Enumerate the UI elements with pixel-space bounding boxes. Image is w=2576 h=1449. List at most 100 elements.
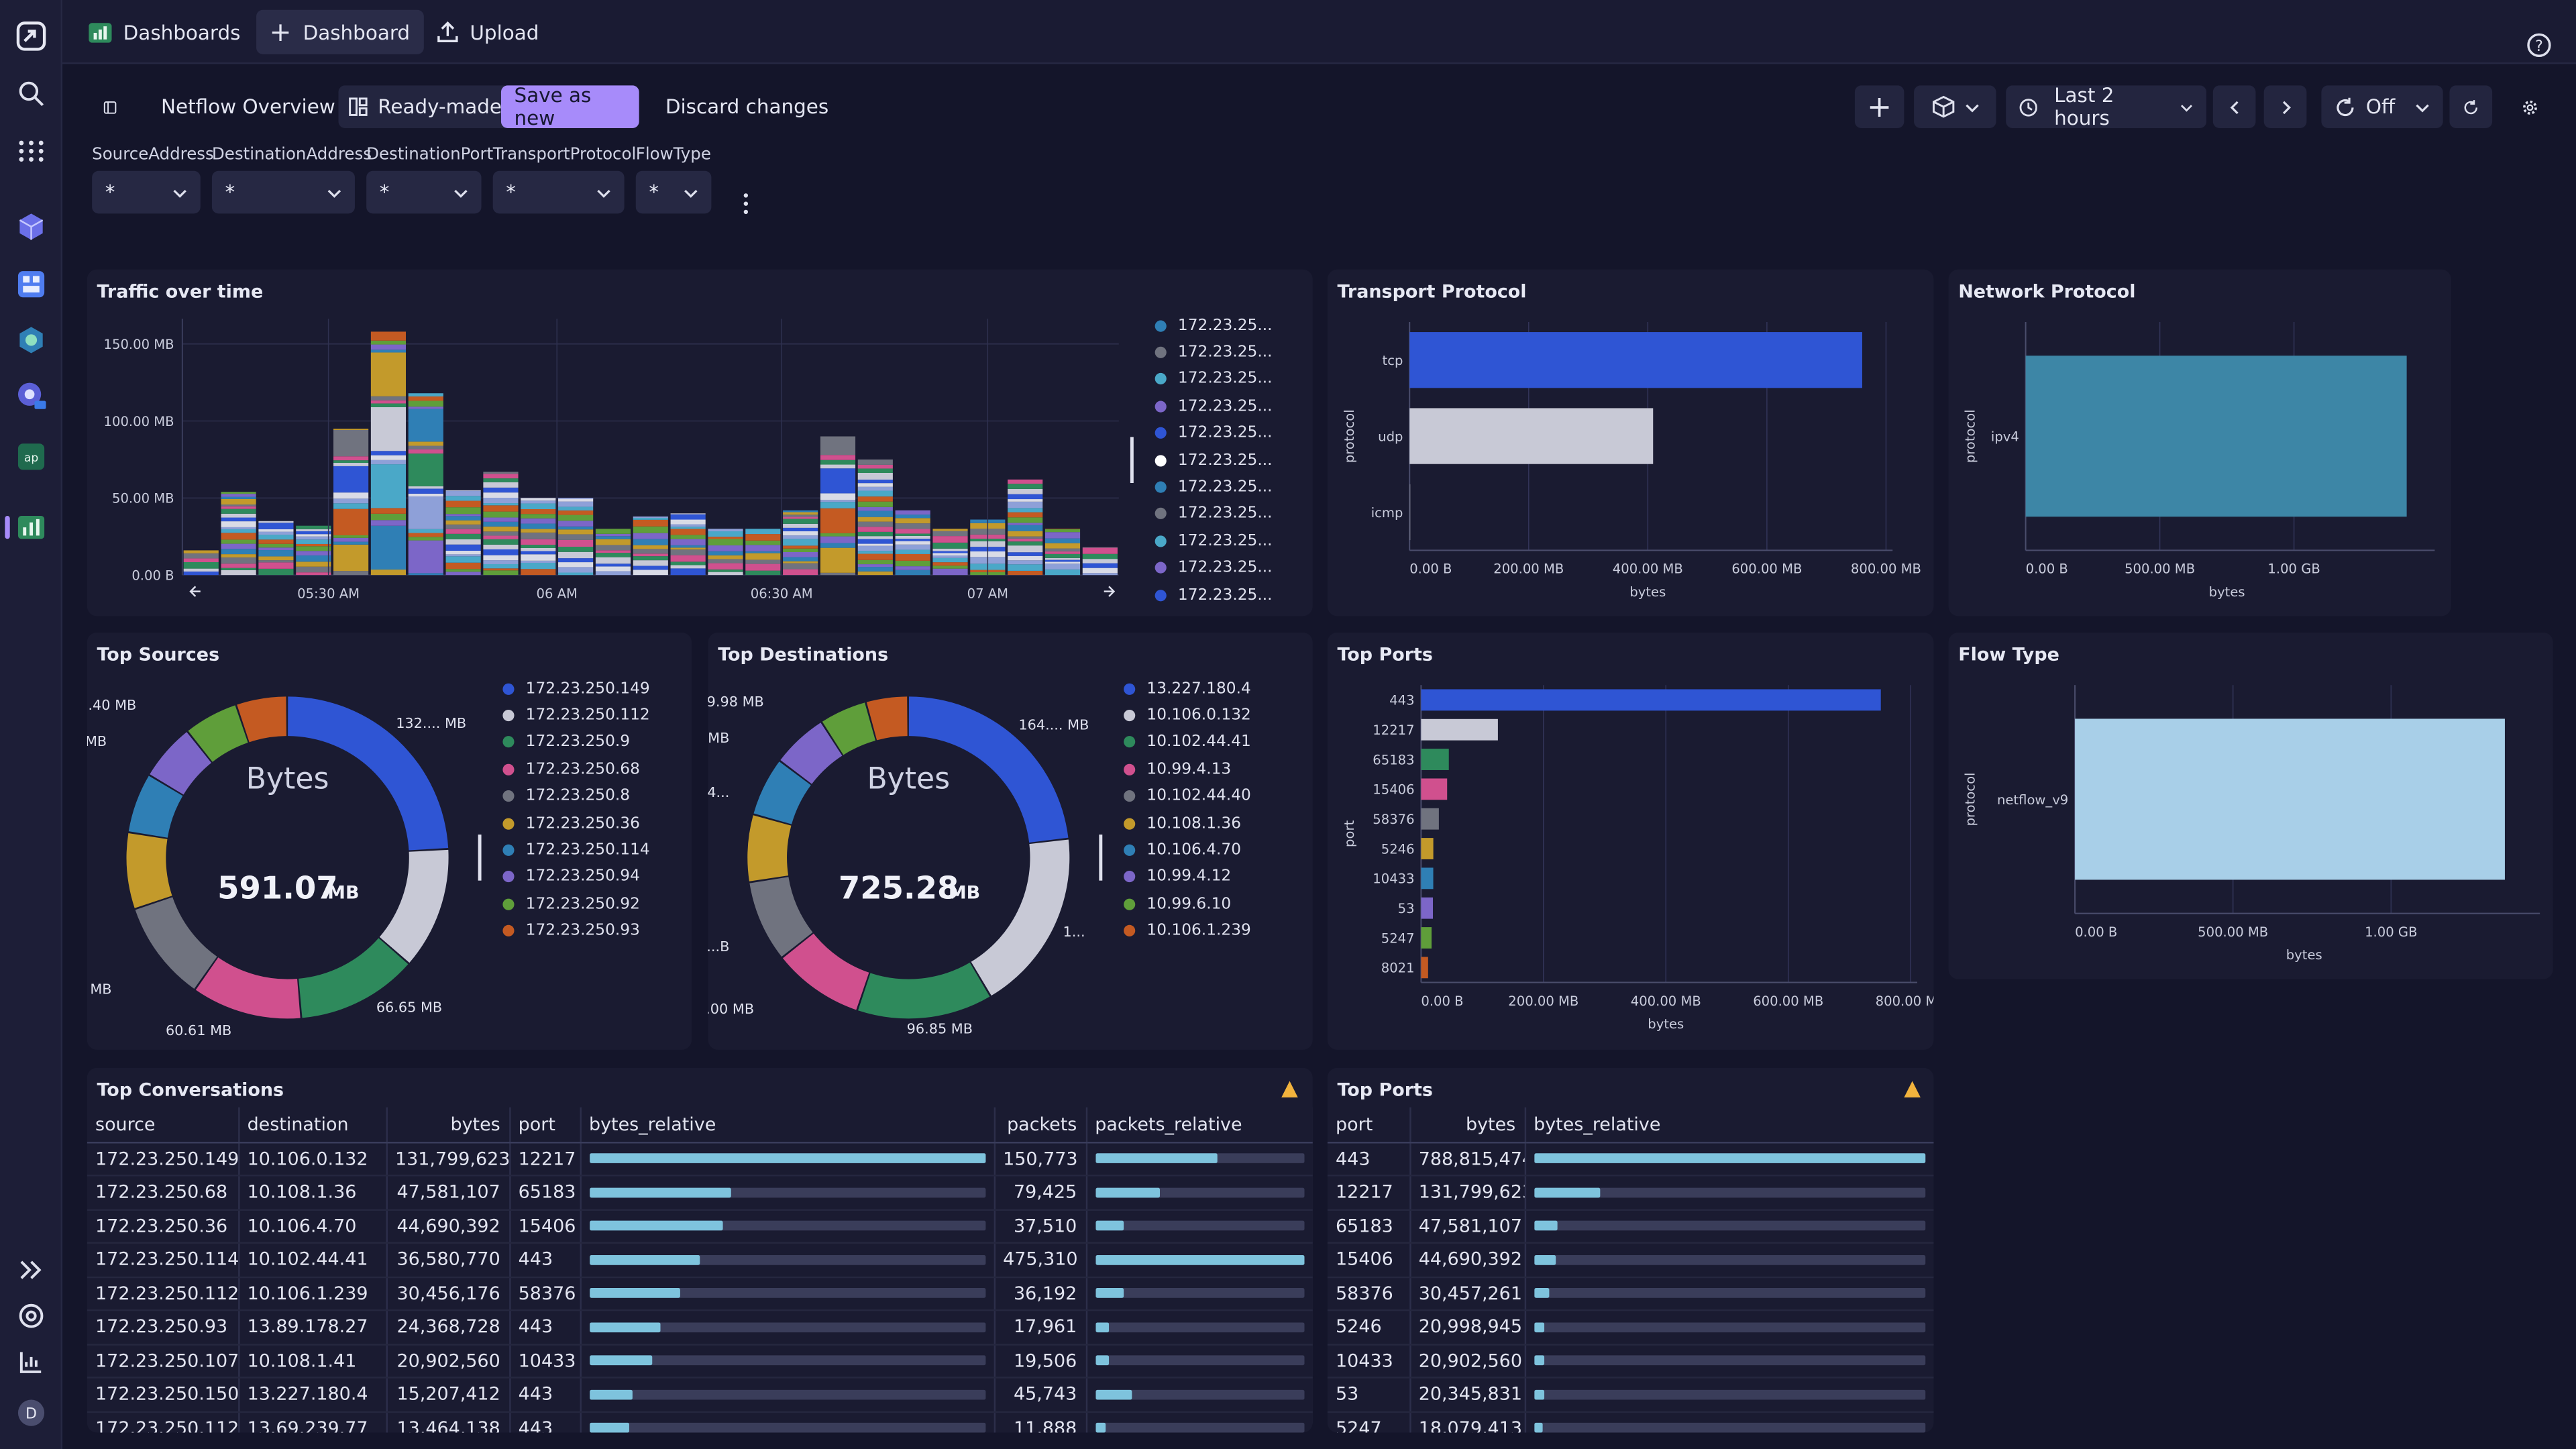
legend-item[interactable]: 172.23.250.94: [502, 864, 649, 891]
segments-button[interactable]: [1914, 85, 1996, 129]
legend-item[interactable]: 172.23.250.114: [502, 837, 650, 863]
pan-right-icon[interactable]: [1104, 586, 1116, 597]
legend-item[interactable]: 172.23.25...: [1155, 420, 1273, 447]
table-row[interactable]: 172.23.250.107 10.108.1.41 20,902,560 10433…: [87, 1344, 1313, 1379]
filters-more-menu-icon[interactable]: [736, 179, 755, 215]
column-header-port[interactable]: port: [1327, 1107, 1411, 1143]
legend-item[interactable]: 172.23.250.9: [502, 729, 649, 756]
ap-app-icon[interactable]: ap: [11, 437, 51, 476]
table-row[interactable]: 5246 20,998,945: [1327, 1310, 1934, 1345]
legend-item[interactable]: 172.23.250.36: [502, 810, 649, 837]
table-row[interactable]: 10433 20,902,560: [1327, 1344, 1934, 1379]
new-dashboard-button[interactable]: + Dashboard: [256, 9, 423, 54]
legend-item[interactable]: 10.99.4.13: [1124, 756, 1251, 783]
legend-item[interactable]: 13.227.180.4: [1124, 676, 1251, 702]
table-row[interactable]: 12217 131,799,623: [1327, 1175, 1934, 1210]
readymade-badge[interactable]: Ready-made: [338, 85, 512, 129]
discard-changes-button[interactable]: Discard changes: [665, 95, 829, 119]
observability-app-icon[interactable]: [11, 376, 51, 416]
legend-item[interactable]: 172.23.250.149: [502, 676, 650, 702]
table-row[interactable]: 172.23.250.112 10.106.1.239 30,456,176 5837…: [87, 1276, 1313, 1311]
legend-item[interactable]: 10.106.1.239: [1124, 918, 1251, 945]
legend-item[interactable]: 172.23.25...: [1155, 500, 1273, 527]
legend-item[interactable]: 172.23.25...: [1155, 312, 1273, 339]
tile-top-conversations[interactable]: Top Conversations source destination byt…: [87, 1067, 1313, 1433]
tile-top-destinations[interactable]: Top Destinations 164.... MB 1... 96.85 MB 6…: [708, 632, 1313, 1050]
refresh-button[interactable]: [2449, 85, 2493, 129]
filter-flow-type-select[interactable]: *: [635, 170, 712, 214]
table-row[interactable]: 443 788,815,474: [1327, 1142, 1934, 1177]
legend-item[interactable]: 172.23.250.92: [502, 891, 649, 918]
settings-button[interactable]: [2509, 85, 2552, 128]
table-row[interactable]: 172.23.250.36 10.106.4.70 44,690,392 15406 3…: [87, 1209, 1313, 1244]
table-row[interactable]: 172.23.250.93 13.89.178.27 24,368,728 443 17…: [87, 1310, 1313, 1345]
legend-item[interactable]: 10.102.44.41: [1124, 729, 1251, 756]
column-header-bytes-relative[interactable]: bytes_relative: [1524, 1107, 1934, 1143]
legend-item[interactable]: 172.23.25...: [1155, 474, 1273, 500]
dashboard-title[interactable]: Netflow Overview: [161, 95, 335, 119]
legend-item[interactable]: 10.102.44.40: [1124, 783, 1251, 810]
legend-item[interactable]: 10.106.4.70: [1124, 837, 1251, 863]
netflow-dashboard-app-icon[interactable]: [11, 508, 51, 547]
timeframe-selector[interactable]: Last 2 hours: [2006, 84, 2207, 129]
column-header-packets[interactable]: packets: [994, 1107, 1087, 1143]
legend-item[interactable]: 172.23.250.112: [502, 702, 650, 729]
table-row[interactable]: 172.23.250.68 10.108.1.36 47,581,107 65183 7…: [87, 1175, 1313, 1210]
column-header-source[interactable]: source: [87, 1107, 239, 1143]
globe-app-icon[interactable]: [11, 321, 51, 360]
expand-rail-icon[interactable]: [11, 1250, 51, 1290]
legend-item[interactable]: 172.23.25...: [1155, 527, 1273, 554]
filter-destination-address-select[interactable]: *: [211, 170, 355, 214]
apps-grid-icon[interactable]: [11, 131, 51, 171]
column-header-bytes[interactable]: bytes: [1409, 1107, 1525, 1143]
legend-item[interactable]: 172.23.25...: [1155, 339, 1273, 366]
legend-item[interactable]: 172.23.250.93: [502, 918, 649, 945]
table-row[interactable]: 172.23.250.149 10.106.0.132 131,799,623 122…: [87, 1142, 1313, 1177]
table-row[interactable]: 58376 30,457,261: [1327, 1276, 1934, 1311]
add-tile-button[interactable]: +: [1854, 85, 1904, 129]
tile-top-sources[interactable]: Top Sources 132.... MB 66.65 MB 60.61 MB 55…: [87, 632, 692, 1050]
tile-top-ports-table[interactable]: Top Ports port bytes bytes_relative 443 7…: [1327, 1067, 1934, 1433]
help-icon[interactable]: ?: [2527, 19, 2552, 68]
cube-app-icon[interactable]: [11, 207, 51, 247]
legend-item[interactable]: 10.99.6.10: [1124, 891, 1251, 918]
legend-item[interactable]: 10.108.1.36: [1124, 810, 1251, 837]
legend-item[interactable]: 172.23.25...: [1155, 555, 1273, 582]
table-row[interactable]: 65183 47,581,107: [1327, 1209, 1934, 1244]
column-header-port[interactable]: port: [509, 1107, 581, 1143]
column-header-destination[interactable]: destination: [238, 1107, 387, 1143]
tile-traffic-over-time[interactable]: Traffic over time 150.00 MB 100.00 MB 50.0…: [87, 269, 1313, 616]
column-header-packets-relative[interactable]: packets_relative: [1085, 1107, 1313, 1143]
filter-transport-protocol-select[interactable]: *: [492, 170, 625, 214]
column-header-bytes[interactable]: bytes: [386, 1107, 511, 1143]
legend-item[interactable]: 172.23.25...: [1155, 582, 1273, 608]
help-support-icon[interactable]: [11, 1296, 51, 1336]
auto-refresh-selector[interactable]: Off: [2321, 85, 2443, 129]
legend-scrollbar[interactable]: [1099, 835, 1103, 881]
table-row[interactable]: 5247 18,079,413: [1327, 1411, 1934, 1433]
app-logo-icon[interactable]: [11, 16, 51, 56]
sidebar-toggle-button[interactable]: [91, 85, 130, 128]
filter-source-address-select[interactable]: *: [92, 170, 201, 214]
tile-network-protocol[interactable]: Network Protocol 0.00 B 500.00 MB 1.00 GB i…: [1948, 269, 2451, 616]
filter-destination-port-select[interactable]: *: [366, 170, 482, 214]
tile-flow-type[interactable]: Flow Type 0.00 B 500.00 MB 1.00 GB netflow_…: [1948, 632, 2553, 979]
legend-item[interactable]: 172.23.25...: [1155, 447, 1273, 474]
dashboards-app-icon[interactable]: [11, 264, 51, 304]
user-avatar-icon[interactable]: D: [11, 1393, 51, 1433]
legend-item[interactable]: 172.23.25...: [1155, 393, 1273, 420]
legend-item[interactable]: 172.23.250.68: [502, 756, 649, 783]
save-as-new-button[interactable]: Save as new: [500, 84, 639, 129]
tile-transport-protocol[interactable]: Transport Protocol 0.00 B 200.00 MB 400.00…: [1327, 269, 1934, 616]
next-timeframe-button[interactable]: [2263, 85, 2307, 129]
table-row[interactable]: 172.23.250.114 10.102.44.41 36,580,770 443 4…: [87, 1242, 1313, 1278]
table-row[interactable]: 53 20,345,831: [1327, 1377, 1934, 1412]
legend-item[interactable]: 10.99.4.12: [1124, 864, 1251, 891]
warning-icon[interactable]: [1281, 1081, 1298, 1097]
legend-item[interactable]: 172.23.250.8: [502, 783, 649, 810]
analytics-icon[interactable]: [11, 1342, 51, 1382]
dashboards-tab[interactable]: Dashboards: [76, 10, 254, 54]
warning-icon[interactable]: [1904, 1081, 1921, 1097]
legend-item[interactable]: 10.106.0.132: [1124, 702, 1251, 729]
column-header-bytes-relative[interactable]: bytes_relative: [580, 1107, 995, 1143]
